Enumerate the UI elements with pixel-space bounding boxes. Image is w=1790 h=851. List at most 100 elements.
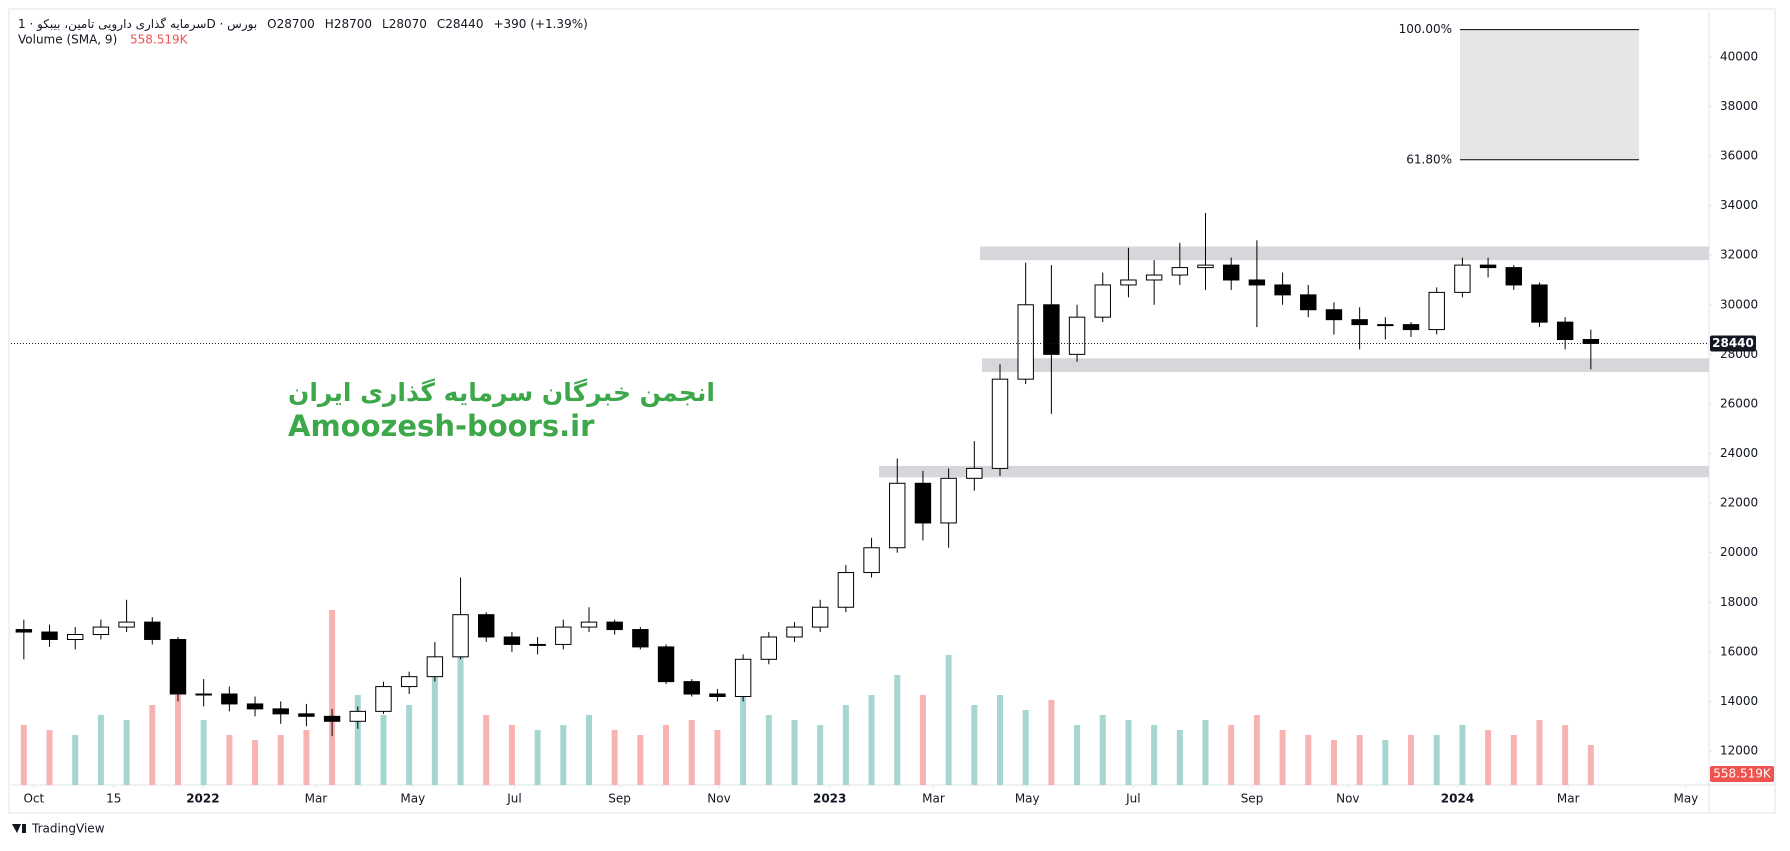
last-price-label: 28440: [1712, 336, 1754, 350]
volume-bar: [740, 690, 747, 785]
volume-bar: [534, 730, 541, 785]
candle-body: [1556, 321, 1574, 340]
volume-bar: [1356, 735, 1363, 785]
y-tick-label: 24000: [1720, 446, 1758, 460]
volume-bar: [894, 675, 901, 785]
x-tick-label: Sep: [1241, 792, 1264, 806]
volume-bar: [1485, 730, 1492, 785]
volume-bar: [483, 715, 490, 785]
volume-title: Volume (SMA, 9): [18, 33, 117, 47]
volume-bar: [1279, 730, 1286, 785]
header: سرمایه گذاری دارویی تامین، بیبکو · 1D · …: [18, 17, 588, 32]
ohlc-label: H: [325, 17, 334, 31]
candle-body: [221, 693, 238, 705]
candle-body: [555, 626, 572, 645]
y-tick-label: 32000: [1720, 248, 1758, 262]
volume-bar: [1562, 725, 1569, 785]
candle-body: [863, 547, 880, 574]
candle-body: [1582, 338, 1600, 344]
x-tick-label: Mar: [1557, 792, 1580, 806]
candle-body: [323, 715, 341, 722]
candle-body: [1145, 274, 1163, 281]
x-tick-label: Oct: [23, 792, 44, 806]
ohlc-label: C: [437, 17, 445, 31]
volume-bar: [919, 695, 926, 785]
candle-body: [1171, 267, 1189, 276]
volume-bar: [1176, 730, 1183, 785]
ohlc-label: L: [382, 17, 389, 31]
volume-bar: [1536, 720, 1543, 785]
zone: [982, 358, 1709, 372]
x-tick-label: Mar: [305, 792, 328, 806]
volume-bar: [97, 715, 104, 785]
candle-body: [503, 636, 521, 645]
candle-body: [632, 629, 649, 648]
volume-bar: [1305, 735, 1312, 785]
candle-body: [400, 676, 418, 688]
candle-body: [349, 710, 366, 722]
candle-body: [1120, 279, 1137, 286]
volume-bar: [842, 705, 849, 785]
y-tick-label: 40000: [1720, 49, 1758, 63]
volume-bar: [765, 715, 772, 785]
volume-bar: [380, 715, 387, 785]
volume-bar: [329, 610, 336, 785]
fib-box: [1460, 29, 1639, 160]
candle-body: [41, 631, 58, 640]
candle-body: [580, 621, 598, 628]
volume-bar: [688, 720, 695, 785]
volume-bar: [1048, 700, 1055, 785]
volume-bar: [1330, 740, 1337, 785]
candle-body: [1454, 264, 1471, 293]
header-text: سرمایه گذاری دارویی تامین، بیبکو · 1D · …: [18, 17, 588, 32]
y-tick-label: 14000: [1720, 694, 1758, 708]
candle-body: [889, 482, 906, 549]
zone: [879, 465, 1709, 478]
volume-bar: [123, 720, 130, 785]
x-tick-label: Jul: [506, 792, 521, 806]
x-tick-label: 2024: [1441, 792, 1474, 806]
volume-bar: [457, 655, 464, 785]
volume-bar: [1459, 725, 1466, 785]
volume-bar: [791, 720, 798, 785]
candle-body: [375, 686, 392, 712]
x-tick-label: May: [1015, 792, 1040, 806]
volume-bar: [226, 735, 233, 785]
zone: [980, 246, 1709, 261]
candle-body: [1094, 284, 1111, 318]
y-tick-label: 22000: [1720, 496, 1758, 510]
candle-body: [1222, 264, 1240, 281]
volume-bar: [1382, 740, 1389, 785]
candle-body: [709, 693, 726, 697]
volume-bar: [585, 715, 592, 785]
candle-body: [144, 621, 161, 640]
candle-body: [1325, 309, 1343, 321]
y-tick-label: 18000: [1720, 595, 1758, 609]
candle-body: [67, 634, 84, 640]
ohlc-value: 28700: [277, 17, 315, 31]
x-tick-label: Jul: [1125, 792, 1140, 806]
candle-body: [272, 708, 289, 715]
ohlc-value: 28440: [445, 17, 483, 31]
fib-label: 61.80%: [1406, 152, 1452, 166]
candle-body: [1197, 264, 1214, 269]
candle-body: [118, 621, 135, 628]
volume-bar: [611, 730, 618, 785]
volume-bar: [637, 735, 644, 785]
volume-bar: [560, 725, 567, 785]
x-tick-label: 2022: [186, 792, 219, 806]
candle-body: [760, 636, 778, 660]
volume-bar: [945, 655, 952, 785]
candle-body: [1531, 284, 1548, 323]
volume-bar: [1253, 715, 1260, 785]
candle-body: [298, 713, 315, 717]
volume-bar: [149, 705, 156, 785]
candle-body: [734, 658, 752, 697]
volume-bar: [1587, 745, 1594, 785]
candle-body: [811, 606, 829, 628]
volume-bar: [200, 720, 207, 785]
watermark-fa: انجمن خبرگان سرمایه گذاری ایران: [288, 378, 715, 408]
y-tick-label: 20000: [1720, 545, 1758, 559]
candle-body: [914, 482, 932, 524]
